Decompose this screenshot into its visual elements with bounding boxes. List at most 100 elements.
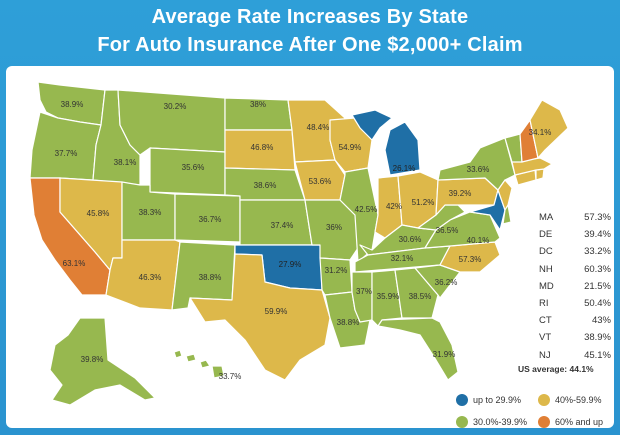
state-hi[interactable] bbox=[173, 349, 225, 379]
label-sd: 46.8% bbox=[251, 143, 274, 152]
state-ny[interactable] bbox=[437, 137, 516, 191]
state-mt[interactable] bbox=[117, 89, 226, 156]
label-ut: 38.3% bbox=[139, 208, 162, 217]
label-mi: 26.1% bbox=[393, 164, 416, 173]
label-wy: 35.6% bbox=[182, 163, 205, 172]
small-state-value: 60.3% bbox=[584, 263, 611, 275]
label-la: 38.8% bbox=[337, 318, 360, 327]
label-ia: 53.6% bbox=[309, 177, 332, 186]
small-state-row: NJ 45.1% bbox=[539, 347, 611, 364]
small-state-code: NH bbox=[539, 263, 553, 275]
legend-swatch-icon bbox=[456, 394, 468, 406]
small-state-value: 33.2% bbox=[584, 246, 611, 258]
small-state-code: DC bbox=[539, 246, 553, 258]
label-ok: 27.9% bbox=[279, 260, 302, 269]
label-ca: 63.1% bbox=[63, 259, 86, 268]
small-state-value: 57.3% bbox=[584, 212, 611, 223]
state-az[interactable] bbox=[105, 239, 181, 311]
label-ks: 37.4% bbox=[271, 221, 294, 230]
label-ak: 39.8% bbox=[81, 355, 104, 364]
state-nj[interactable] bbox=[497, 179, 513, 211]
label-fl: 31.9% bbox=[433, 350, 456, 359]
label-tn: 32.1% bbox=[391, 254, 414, 263]
label-ny: 33.6% bbox=[467, 165, 490, 174]
small-state-code: DE bbox=[539, 229, 553, 241]
label-nv: 45.8% bbox=[87, 209, 110, 218]
label-az: 46.3% bbox=[139, 273, 162, 282]
label-wv: 36.5% bbox=[436, 226, 459, 235]
small-state-code: NJ bbox=[539, 349, 551, 361]
legend-swatch-icon bbox=[538, 416, 550, 428]
label-ms: 37% bbox=[356, 287, 372, 296]
small-state-value: 50.4% bbox=[584, 297, 611, 309]
legend-label: up to 29.9% bbox=[473, 395, 522, 405]
state-me[interactable] bbox=[529, 99, 569, 159]
label-il: 42.5% bbox=[355, 205, 378, 214]
legend-item-low: up to 29.9% bbox=[456, 394, 521, 406]
label-mo: 36% bbox=[326, 223, 342, 232]
small-state-row: VT 38.9% bbox=[539, 329, 611, 346]
label-wa: 38.9% bbox=[61, 100, 84, 109]
label-id: 38.1% bbox=[114, 158, 137, 167]
legend-swatch-icon bbox=[456, 416, 468, 428]
state-mi[interactable] bbox=[351, 109, 421, 176]
small-state-row: RI 50.4% bbox=[539, 295, 611, 312]
small-state-code: CT bbox=[539, 315, 552, 327]
small-state-value: 43% bbox=[591, 315, 611, 327]
legend-label: 40%-59.9% bbox=[555, 395, 602, 405]
label-ar: 31.2% bbox=[325, 266, 348, 275]
label-ne: 38.6% bbox=[254, 181, 277, 190]
state-ak[interactable] bbox=[49, 317, 156, 406]
small-states-list: MA 57.3% DE 39.4% DC 33.2% NH 60.3% MD 21.5% … bbox=[539, 209, 611, 364]
small-state-value: 39.4% bbox=[584, 229, 611, 241]
label-me: 34.1% bbox=[529, 128, 552, 137]
state-fl[interactable] bbox=[377, 317, 459, 381]
label-in: 42% bbox=[386, 202, 402, 211]
label-hi: 33.7% bbox=[219, 372, 242, 381]
label-ga: 38.5% bbox=[409, 292, 432, 301]
us-average-label: US average: bbox=[518, 364, 568, 374]
small-state-value: 45.1% bbox=[584, 349, 611, 361]
label-tx: 59.9% bbox=[265, 307, 288, 316]
label-va: 40.1% bbox=[467, 236, 490, 245]
legend-label: 30.0%-39.9% bbox=[473, 417, 528, 427]
state-de[interactable] bbox=[502, 204, 512, 225]
label-wi: 54.9% bbox=[339, 143, 362, 152]
label-oh: 51.2% bbox=[412, 198, 435, 207]
label-pa: 39.2% bbox=[449, 189, 472, 198]
state-va[interactable] bbox=[424, 211, 501, 249]
label-nc: 57.3% bbox=[459, 255, 482, 264]
label-al: 35.9% bbox=[377, 292, 400, 301]
state-ar[interactable] bbox=[319, 257, 353, 296]
small-state-row: DC 33.2% bbox=[539, 243, 611, 260]
small-state-value: 21.5% bbox=[584, 280, 611, 292]
small-state-row: MD 21.5% bbox=[539, 278, 611, 295]
small-state-row: CT 43% bbox=[539, 312, 611, 329]
small-state-row: DE 39.4% bbox=[539, 226, 611, 243]
small-state-row: NH 60.3% bbox=[539, 261, 611, 278]
map-title-line1: Average Rate Increases By State bbox=[151, 6, 469, 28]
state-ri[interactable] bbox=[535, 168, 545, 181]
label-sc: 36.2% bbox=[435, 278, 458, 287]
state-tx[interactable] bbox=[189, 253, 331, 381]
legend-label: 60% and up bbox=[555, 417, 604, 427]
us-average-value: 44.1% bbox=[569, 364, 594, 374]
small-state-code: MA bbox=[539, 212, 554, 223]
state-sc[interactable] bbox=[414, 264, 461, 299]
small-state-value: 38.9% bbox=[584, 332, 611, 344]
label-ky: 30.6% bbox=[399, 235, 422, 244]
us-average: US average: 44.1% bbox=[518, 364, 594, 374]
legend-item-high: 40%-59.9% bbox=[538, 394, 602, 406]
label-nd: 38% bbox=[250, 100, 266, 109]
small-state-code: VT bbox=[539, 332, 552, 344]
small-state-row: MA 57.3% bbox=[539, 209, 611, 226]
legend-swatch-icon bbox=[538, 394, 550, 406]
small-state-code: RI bbox=[539, 297, 549, 309]
label-mn: 48.4% bbox=[307, 123, 330, 132]
label-nm: 38.8% bbox=[199, 273, 222, 282]
label-mt: 30.2% bbox=[164, 102, 187, 111]
legend-item-top: 60% and up bbox=[538, 416, 603, 428]
state-ga[interactable] bbox=[394, 267, 439, 319]
legend-item-mid: 30.0%-39.9% bbox=[456, 416, 527, 428]
